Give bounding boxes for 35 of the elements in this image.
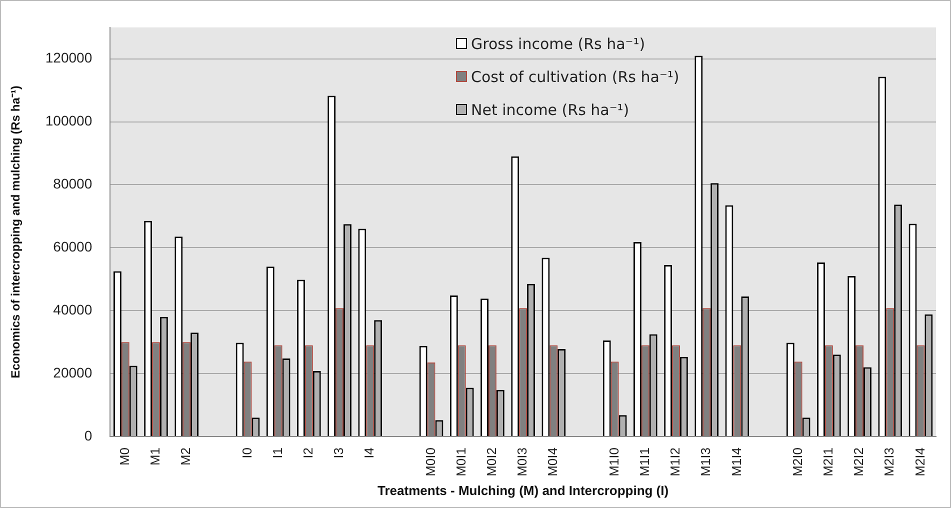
y-tick-label: 40000 xyxy=(53,301,92,318)
y-tick-label: 120000 xyxy=(45,50,92,66)
x-tick-label: M1I0 xyxy=(606,448,622,476)
x-tick-label: M2I2 xyxy=(851,448,866,476)
y-tick-label: 80000 xyxy=(53,176,92,192)
x-tick-label: M1 xyxy=(148,448,163,466)
x-tick-label: M0I0 xyxy=(422,448,438,476)
x-axis-title: Treatments - Mulching (M) and Intercropping (I) xyxy=(378,482,669,498)
legend-label: Gross income (Rs ha⁻¹) xyxy=(471,34,646,52)
x-tick-label: M2 xyxy=(178,448,194,466)
x-tick-label: I0 xyxy=(239,448,254,458)
y-tick-label: 20000 xyxy=(53,364,92,380)
y-axis-title: Economics of intercropping and mulching (Rs ha⁻¹) xyxy=(8,86,23,378)
x-tick-label: M2I1 xyxy=(820,448,836,476)
y-tick-label: 60000 xyxy=(53,238,92,255)
x-tick-label: M1I4 xyxy=(728,448,744,476)
x-tick-label: I4 xyxy=(362,448,377,458)
x-tick-label: M1I1 xyxy=(636,448,652,476)
x-tick-label: M1I3 xyxy=(698,448,714,476)
legend-label: Net income (Rs ha⁻¹) xyxy=(471,100,630,118)
x-tick-label: M2I4 xyxy=(912,448,928,476)
y-tick-label: 100000 xyxy=(45,112,92,129)
x-tick-label: M0 xyxy=(116,448,132,466)
x-tick-label: I2 xyxy=(300,448,316,458)
x-tick-label: M0I3 xyxy=(514,448,530,476)
x-tick-label: M0I4 xyxy=(545,448,560,476)
x-tick-label: M2I3 xyxy=(882,448,897,476)
legend-label: Cost of cultivation (Rs ha⁻¹) xyxy=(471,68,680,86)
x-tick-label: M0I2 xyxy=(484,448,500,476)
x-tick-label: I1 xyxy=(270,448,285,458)
x-tick-label: M0I1 xyxy=(453,448,468,476)
y-tick-label: 0 xyxy=(84,427,92,444)
x-tick-label: M1I2 xyxy=(668,448,683,476)
x-tick-label: M2I0 xyxy=(790,448,805,476)
x-tick-label: I3 xyxy=(331,448,346,458)
